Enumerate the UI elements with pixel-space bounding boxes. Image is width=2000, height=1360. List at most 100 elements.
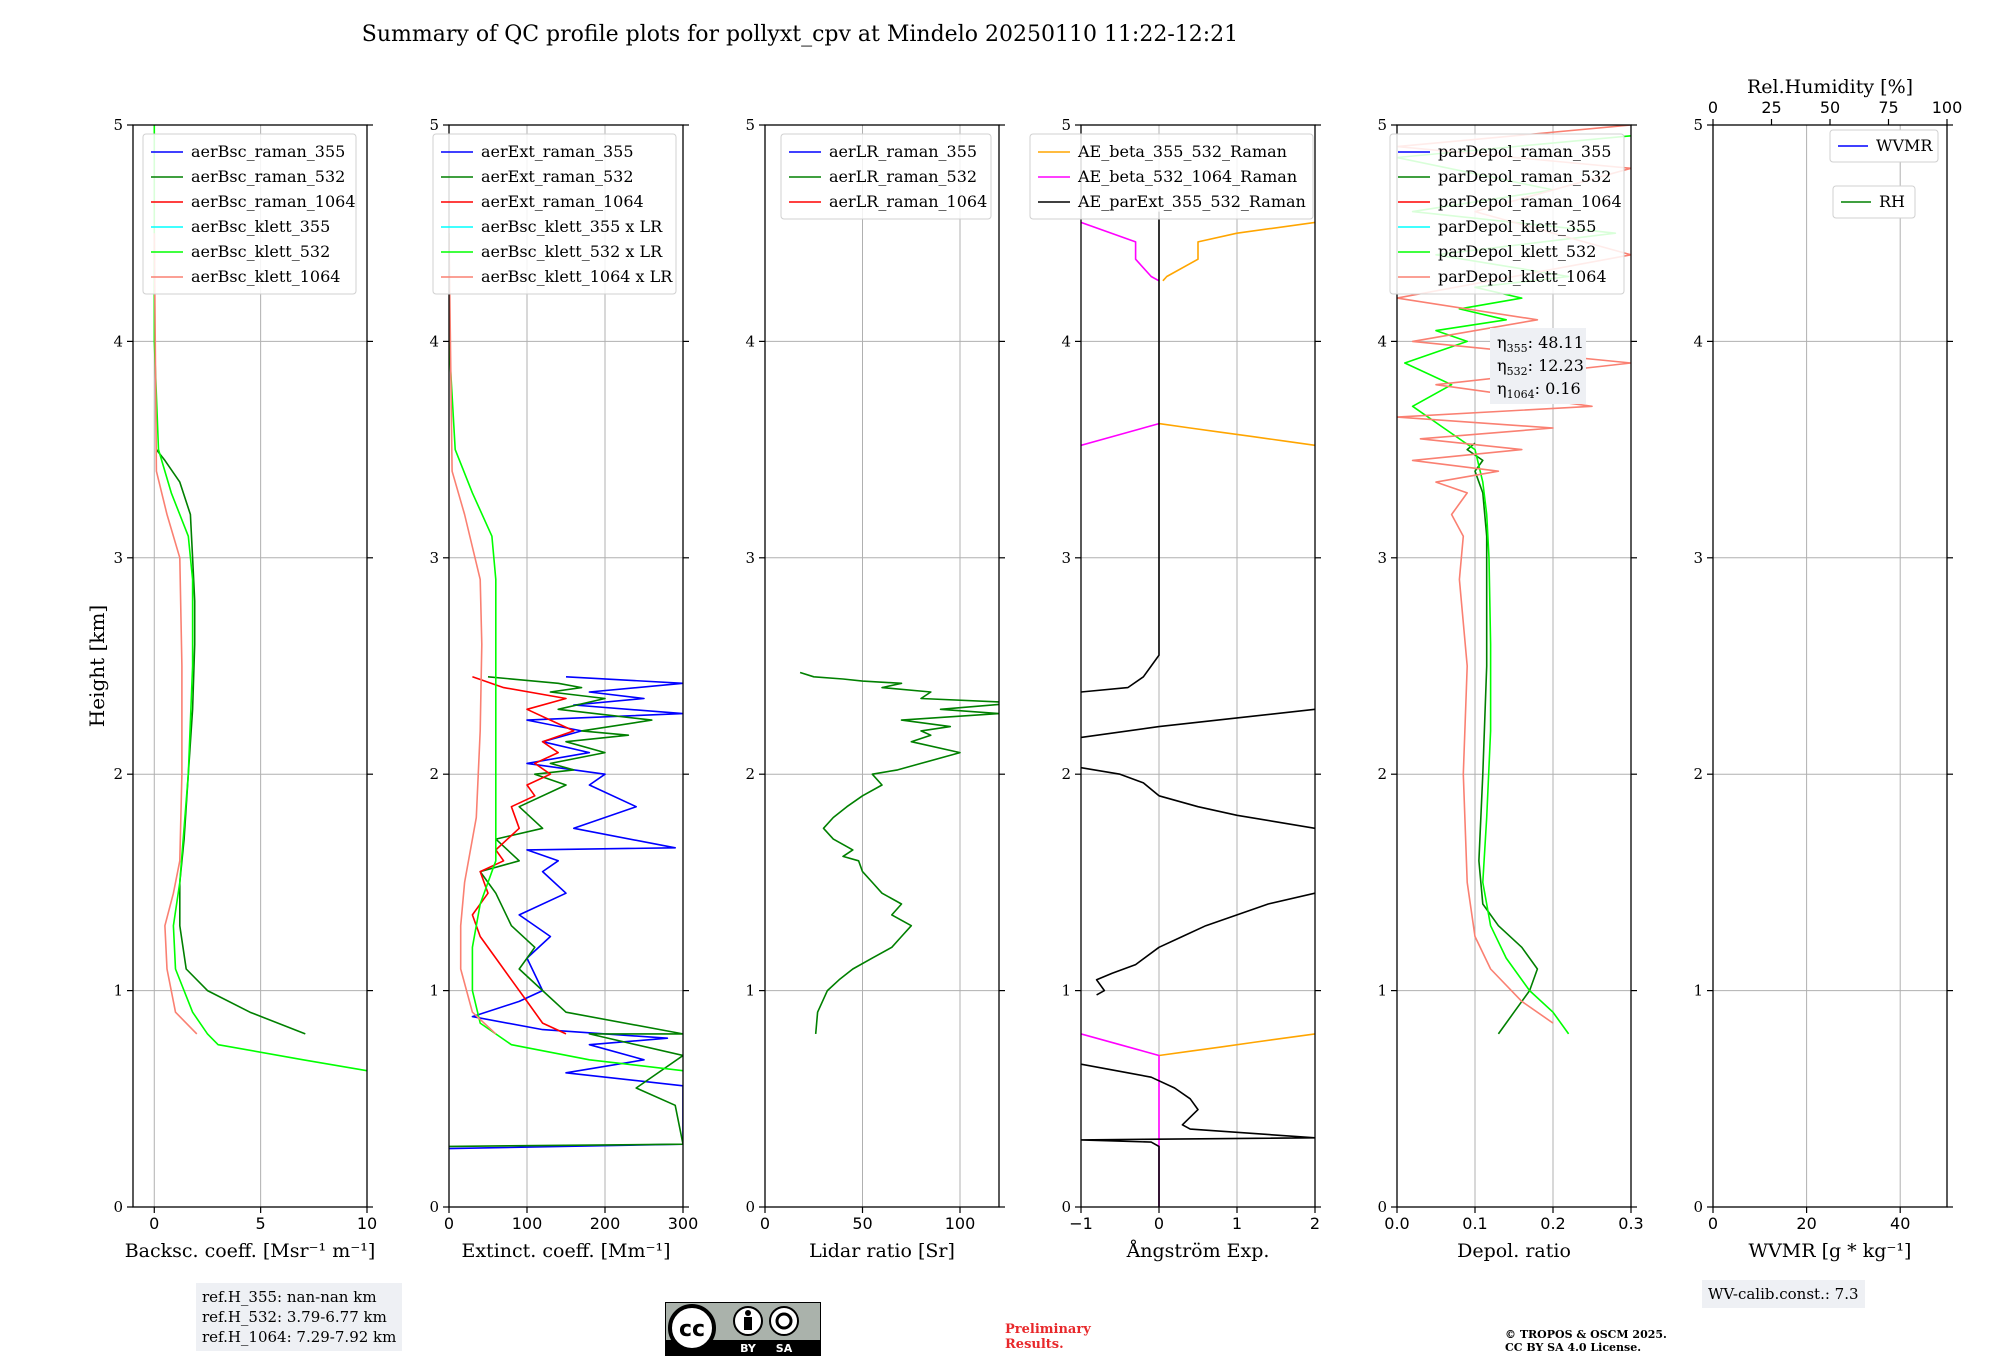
ref-heights-box: ref.H_355: nan-nan km ref.H_532: 3.79-6.… [196, 1283, 403, 1351]
x2-tick-label: 50 [1820, 98, 1840, 117]
series-line-aerBsc_klett_1064 x LR [449, 233, 497, 1035]
copyright-line-1: © TROPOS & OSCM 2025. [1505, 1328, 1667, 1341]
panel-1: 0 5 10 0 1 2 3 4 5 Backsc. coeff. [Msr⁻¹ m⁻¹] aerB… [113, 116, 377, 1262]
legend-box [1029, 133, 1314, 220]
wv-calib-const: WV-calib.const.: 7.3 [1708, 1285, 1859, 1303]
legend-label: aerBsc_klett_1064 [191, 267, 340, 286]
y-tick-label: 2 [1061, 765, 1071, 783]
series-group [153, 125, 367, 1072]
legend-box [432, 133, 677, 295]
x-tick-label: 0.2 [1540, 1214, 1565, 1233]
series-line-aerBsc_raman_532 [155, 449, 306, 1035]
x-tick-label: 40 [1890, 1214, 1910, 1233]
legend-label: aerBsc_raman_355 [191, 142, 345, 161]
y-tick-label: 2 [113, 765, 123, 783]
legend-label: AE_parExt_355_532_Raman [1077, 192, 1306, 211]
legend-label: aerBsc_klett_355 x LR [481, 217, 663, 236]
y-tick-label: 1 [113, 982, 123, 1000]
legend-label: aerBsc_raman_532 [191, 167, 345, 186]
legend-label: RH [1879, 192, 1905, 211]
ref-height-532: ref.H_532: 3.79-6.77 km [202, 1308, 387, 1326]
axes-frame [1396, 124, 1632, 1208]
legend-label: aerBsc_klett_1064 x LR [481, 267, 673, 286]
legend-label: aerBsc_klett_532 [191, 242, 330, 261]
series-line-AE_beta_355_532_Raman [1158, 422, 1315, 447]
x-axis-label: Ångström Exp. [1126, 1240, 1270, 1262]
x-axis-label: Depol. ratio [1457, 1240, 1571, 1262]
y-tick-label: 1 [1061, 982, 1071, 1000]
legend-label: aerExt_raman_1064 [481, 192, 644, 211]
legend-label: aerBsc_klett_532 x LR [481, 242, 663, 261]
eta-line: η355: 48.11 [1497, 333, 1584, 355]
series-line-aerExt_raman_532 [449, 676, 683, 1148]
y-tick-label: 0 [1693, 1198, 1703, 1216]
y-tick-label: 2 [1377, 765, 1387, 783]
x-tick-label: 5 [256, 1214, 266, 1233]
y-tick-label: 5 [429, 116, 439, 134]
x-tick-label: 200 [590, 1214, 621, 1233]
cc-by-label: BY [740, 1342, 757, 1355]
x-tick-label: 300 [668, 1214, 699, 1233]
legend-label: aerBsc_raman_1064 [191, 192, 356, 211]
legend-wvmr: WVMR [1829, 129, 1939, 163]
ref-height-1064: ref.H_1064: 7.29-7.92 km [202, 1328, 397, 1346]
y-tick-label: 0 [1061, 1198, 1071, 1216]
copyright-line-2: CC BY SA 4.0 License. [1505, 1341, 1642, 1354]
panel-3: 0 50 100 0 1 2 3 4 5 Lidar ratio [Sr] aerLR_raman_… [745, 116, 1005, 1262]
series-line-AE_beta_532_1064_Raman [1081, 1033, 1160, 1207]
series-line-aerBsc_klett_532 x LR [449, 233, 683, 1072]
legend-label: aerBsc_klett_355 [191, 217, 330, 236]
x-axis-label: Lidar ratio [Sr] [809, 1240, 955, 1262]
y-axis-label: Height [km] [85, 605, 109, 727]
x2-axis-label: Rel.Humidity [%] [1747, 76, 1913, 98]
legend: parDepol_raman_355 parDepol_raman_532 parD… [1389, 133, 1625, 295]
axes-frame [764, 124, 1000, 1208]
series-line-AE_beta_532_1064_Raman [1081, 221, 1160, 282]
sa-share-icon [775, 1312, 793, 1330]
panel-5: 0.0 0.1 0.2 0.3 0 1 2 3 4 5 Depol. ratio parDepol_r… [1377, 116, 1643, 1262]
x-tick-label: 2 [1310, 1214, 1320, 1233]
x-tick-label: 50 [852, 1214, 872, 1233]
y-tick-label: 2 [429, 765, 439, 783]
y-tick-label: 0 [113, 1198, 123, 1216]
annotation-box [1490, 328, 1586, 404]
y-tick-label: 2 [745, 765, 755, 783]
x-tick-label: 1 [1232, 1214, 1242, 1233]
series-group [449, 233, 683, 1150]
y-tick-label: 3 [1693, 549, 1703, 567]
y-tick-label: 4 [745, 332, 755, 350]
y-tick-label: 4 [113, 332, 123, 350]
legend-label: aerExt_raman_355 [481, 142, 634, 161]
axes-frame [1712, 124, 1948, 1208]
legend-label: parDepol_raman_532 [1438, 167, 1611, 186]
wv-calib-box: WV-calib.const.: 7.3 [1702, 1280, 1865, 1308]
series-line-AE_parExt_355_532_Raman [1081, 1063, 1315, 1207]
x-tick-label: 10 [357, 1214, 377, 1233]
series-line-AE_parExt_355_532_Raman [1081, 708, 1315, 739]
preliminary-note: Preliminary Results. [1005, 1322, 1091, 1352]
eta-line: η532: 12.23 [1497, 356, 1584, 378]
legend-box [1832, 185, 1916, 219]
legend-label: parDepol_klett_355 [1438, 217, 1596, 236]
eta-line: η1064: 0.16 [1497, 379, 1581, 401]
x2-tick-label: 0 [1708, 98, 1718, 117]
x-tick-label: 0.1 [1462, 1214, 1487, 1233]
x-tick-label: 0 [760, 1214, 770, 1233]
legend-box [780, 133, 992, 220]
series-group [1081, 211, 1315, 1207]
series-line-AE_parExt_355_532_Raman [1081, 766, 1315, 830]
legend: aerLR_raman_355 aerLR_raman_532 aerLR_rama… [780, 133, 992, 220]
x-tick-label: 0 [149, 1214, 159, 1233]
legend-label: aerLR_raman_355 [829, 142, 977, 161]
y-tick-label: 3 [1377, 549, 1387, 567]
legend-label: parDepol_klett_1064 [1438, 267, 1607, 286]
y-tick-label: 4 [1061, 332, 1071, 350]
y-tick-label: 3 [429, 549, 439, 567]
series-line-aerBsc_klett_532 [153, 125, 367, 1072]
legend-label: parDepol_raman_1064 [1438, 192, 1622, 211]
x-tick-label: 100 [512, 1214, 543, 1233]
x-tick-label: 100 [945, 1214, 976, 1233]
axes-frame [1080, 124, 1316, 1208]
